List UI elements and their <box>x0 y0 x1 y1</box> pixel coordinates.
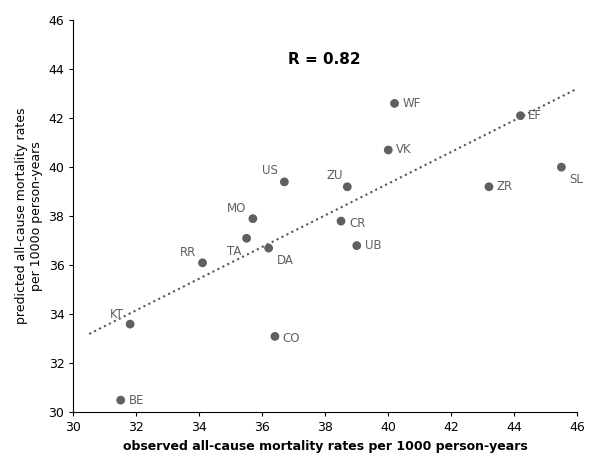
Point <box>383 146 393 154</box>
Point <box>270 333 280 340</box>
Text: ZR: ZR <box>497 180 513 193</box>
Point <box>280 178 289 186</box>
Text: DA: DA <box>277 254 293 267</box>
Point <box>343 183 352 190</box>
Point <box>390 100 400 107</box>
Text: US: US <box>262 164 278 177</box>
Text: TA: TA <box>227 245 242 258</box>
Text: CR: CR <box>349 217 365 230</box>
Point <box>264 244 274 252</box>
Text: ZU: ZU <box>326 169 343 182</box>
Text: UB: UB <box>365 239 381 252</box>
Point <box>198 259 208 267</box>
Point <box>125 321 135 328</box>
Point <box>352 242 362 249</box>
Point <box>242 234 251 242</box>
Point <box>557 163 566 171</box>
X-axis label: observed all-cause mortality rates per 1000 person-years: observed all-cause mortality rates per 1… <box>123 440 527 453</box>
Point <box>515 112 525 119</box>
Text: VK: VK <box>396 144 412 156</box>
Text: SL: SL <box>569 173 583 186</box>
Text: EF: EF <box>529 109 542 122</box>
Point <box>336 217 346 225</box>
Y-axis label: predicted all-cause mortality rates
per 1000o person-years: predicted all-cause mortality rates per … <box>15 108 43 324</box>
Point <box>484 183 494 190</box>
Text: RR: RR <box>180 247 196 259</box>
Text: R = 0.82: R = 0.82 <box>287 52 360 67</box>
Text: CO: CO <box>283 332 300 345</box>
Text: KT: KT <box>110 308 124 321</box>
Text: BE: BE <box>128 394 144 407</box>
Point <box>248 215 257 222</box>
Text: MO: MO <box>227 202 247 215</box>
Text: WF: WF <box>403 97 421 110</box>
Point <box>116 396 125 404</box>
